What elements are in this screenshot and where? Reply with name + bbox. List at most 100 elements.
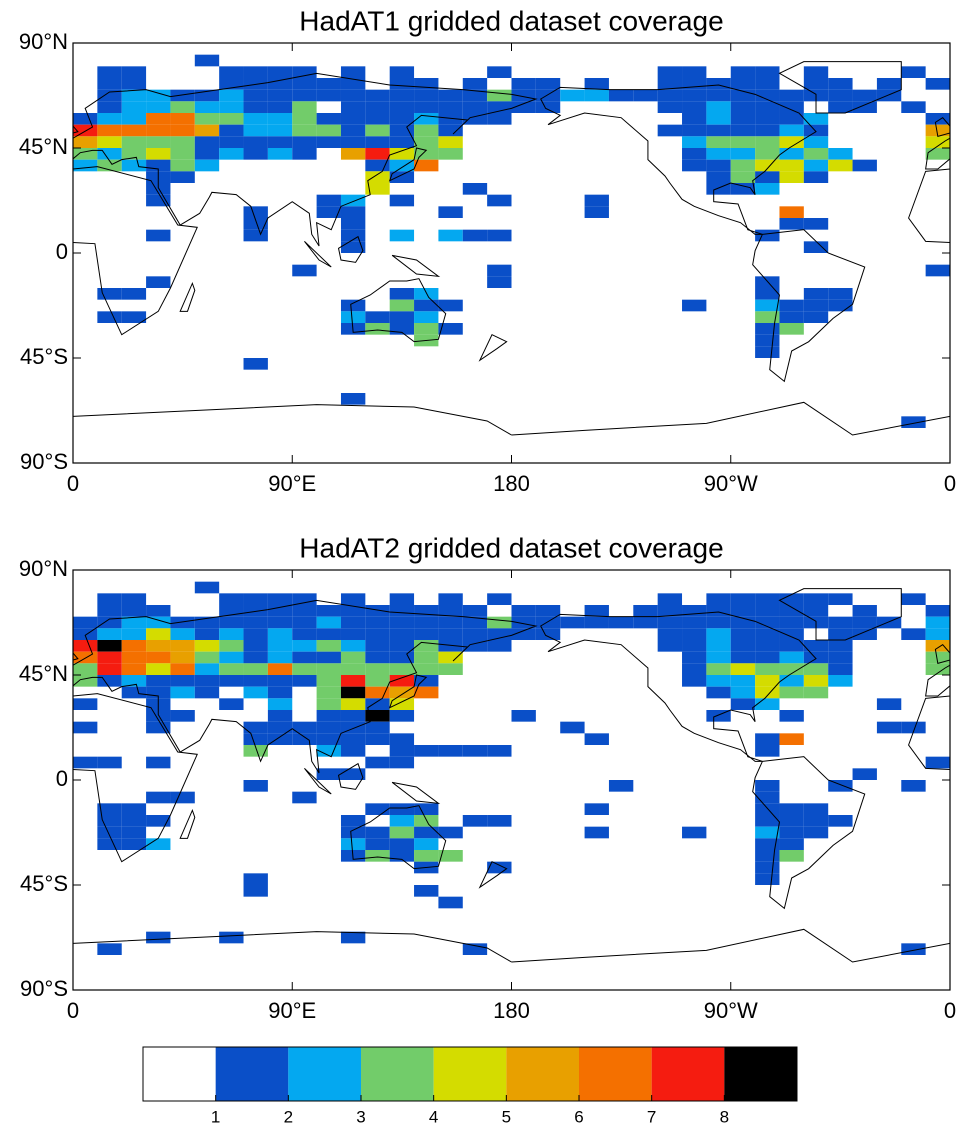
cell [414,838,439,850]
cell [755,288,780,300]
cell [779,651,804,664]
cell [97,640,122,652]
cell [414,616,439,629]
colorbar-box [142,1046,798,1102]
x-tick-label: 0 [944,471,956,496]
cell [487,745,512,757]
cell [901,66,926,78]
cell [146,113,171,125]
cell [852,101,877,113]
cell [267,733,293,745]
cell [706,101,731,113]
cell [803,241,829,253]
cell [414,605,439,617]
cell [316,721,341,734]
cell [706,183,731,195]
cell [755,276,780,288]
cell [365,183,390,195]
cell [170,675,195,687]
cell [584,89,609,102]
cell [146,605,171,617]
cell [243,358,268,370]
cell [389,756,415,769]
cell [852,605,877,617]
cell [779,616,804,629]
cell [657,605,683,617]
cell [365,148,390,160]
x-tick-label: 180 [493,998,530,1023]
colorbar-swatch [506,1047,579,1101]
cell [389,850,415,862]
cell [414,815,439,827]
cell [730,148,756,160]
cell [755,861,780,874]
cell [389,101,415,113]
cell [316,686,341,699]
cell [706,605,731,617]
cell [219,101,244,113]
cell [560,721,585,734]
cell [243,229,268,242]
cell [365,710,390,722]
cell [584,803,609,815]
cell [803,218,829,230]
cell [511,101,536,113]
cell [852,616,877,629]
cell [828,148,853,160]
cell [267,616,293,629]
cell [438,628,463,640]
cell [925,113,950,125]
cell [340,311,366,323]
colorbar-tick-label: 5 [502,1107,511,1126]
cell [219,124,244,137]
cell [73,148,98,160]
y-tick-label: 45°S [20,871,68,896]
cell [828,640,853,652]
cell [121,101,147,113]
cell [243,616,268,629]
cell [340,628,366,640]
cell [438,206,463,218]
cell [73,113,98,125]
cell [803,148,829,160]
cell [487,264,512,277]
x-tick-label: 90°W [704,998,758,1023]
cell [755,791,780,804]
colorbar-swatch [651,1047,725,1101]
cell [219,605,244,617]
cell [267,651,293,664]
cell [340,733,366,745]
cell [243,136,268,148]
cell [316,640,341,652]
cell [706,710,731,722]
cell [730,66,756,78]
cell [292,791,317,804]
cell [389,194,415,207]
cell [194,113,220,125]
cell [438,229,463,242]
cell [706,124,731,137]
colorbar-tick-label: 6 [574,1107,583,1126]
cell [292,663,317,675]
cell [755,616,780,629]
cell [803,311,829,323]
cell [730,593,756,605]
cell [146,815,171,827]
cell [170,628,195,640]
cell [389,640,415,652]
cell [633,605,658,617]
cell [779,710,804,722]
y-tick-label: 45°S [20,344,68,369]
cell [755,698,780,710]
cell [706,616,731,629]
cell [779,628,804,640]
cell [365,686,390,699]
cell [730,171,756,183]
cell [682,663,707,675]
cell [462,640,488,652]
cell [194,628,220,640]
cell [97,756,122,769]
cell [511,89,536,102]
cell [803,640,829,652]
cell [730,663,756,675]
